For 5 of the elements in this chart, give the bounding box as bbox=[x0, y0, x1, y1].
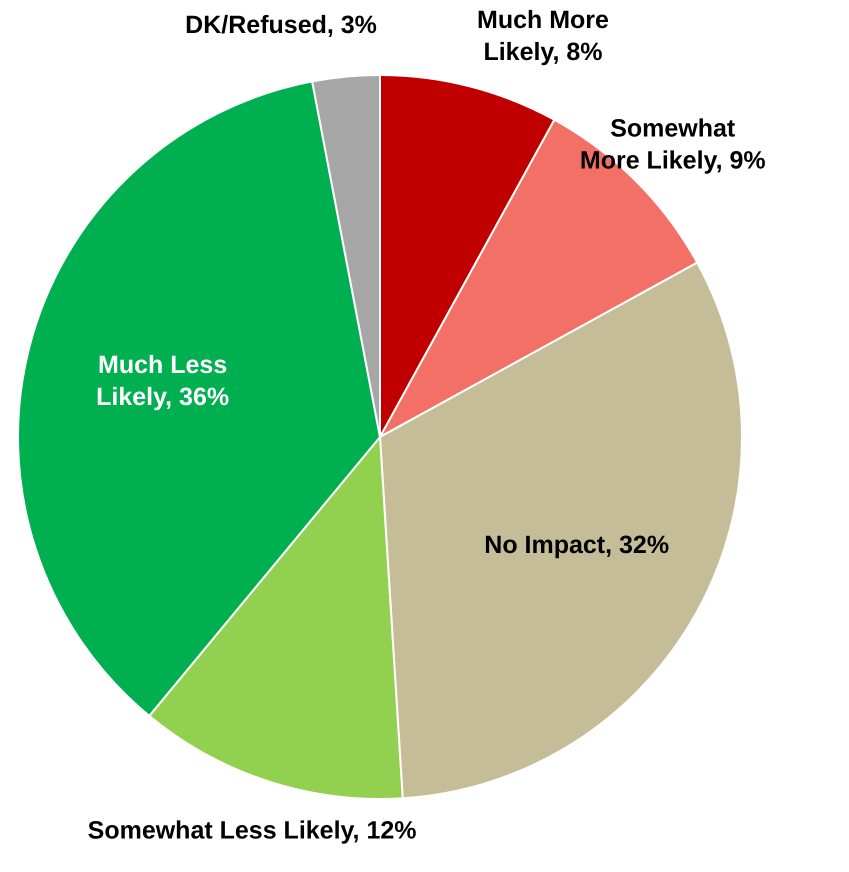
slice-label: No Impact, 32% bbox=[484, 531, 670, 560]
slice-label: Much Less Likely, 36% bbox=[96, 351, 230, 412]
slice-label: DK/Refused, 3% bbox=[185, 10, 377, 39]
slice-label: Much More Likely, 8% bbox=[476, 6, 610, 66]
slice-label: Somewhat Less Likely, 12% bbox=[88, 816, 416, 845]
